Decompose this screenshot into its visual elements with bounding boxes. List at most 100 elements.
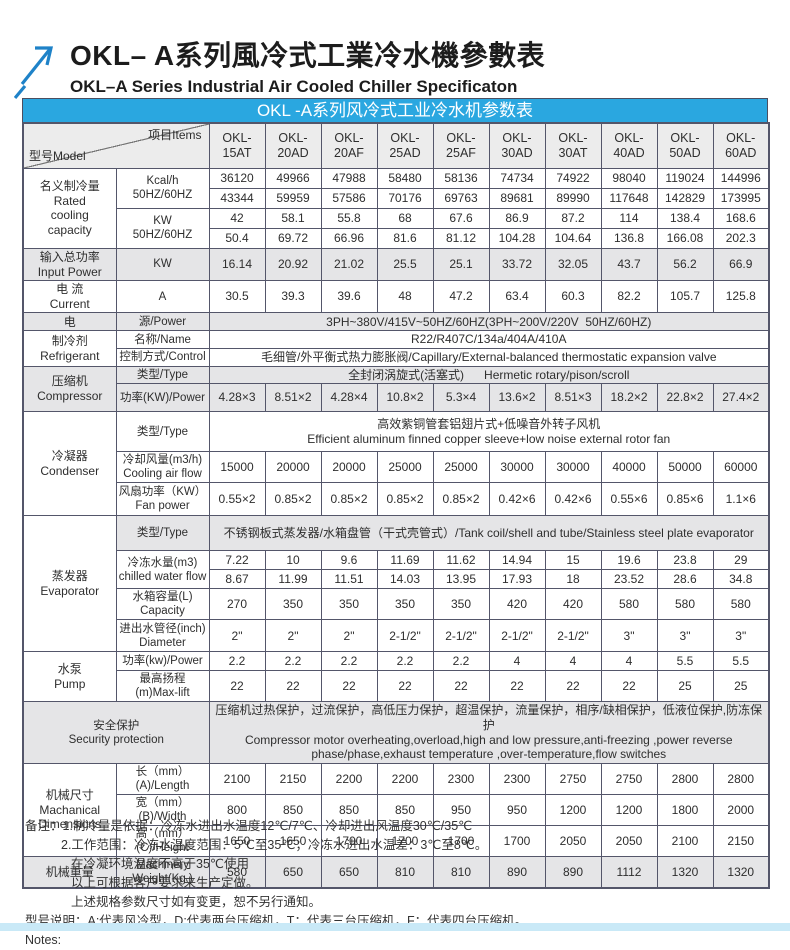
value-cell: 50000 (656, 451, 714, 484)
value-cell: 580 (712, 588, 770, 621)
value-cell: 2.2 (376, 651, 434, 672)
corner-cell: 型号Model 项目Items (22, 122, 210, 169)
value-cell: 47.2 (432, 280, 490, 314)
value-cell: 22 (320, 670, 378, 703)
value-cell: 1650 (264, 824, 322, 857)
value-cell: 3" (600, 619, 658, 653)
value-cell: 2150 (264, 762, 322, 795)
row-item-label: KW (115, 247, 210, 282)
value-cell: 22 (208, 670, 266, 703)
value-cell: 350 (264, 588, 322, 621)
table-row: 最高扬程(m)Max-lift 22 22 22 22 22 22 22 22 25 25 (23, 670, 770, 703)
merged-value-cell: 不锈钢板式蒸发器/水箱盘管（干式壳管式）/Tank coil/shell and… (208, 515, 770, 552)
table-row: 43344 59959 57586 70176 69763 89681 89990 11764… (23, 187, 770, 209)
value-cell: 60000 (712, 451, 770, 484)
row-group-label: 机械尺寸 Machanical Dimensions (22, 762, 117, 857)
row-item-label: 功率(kw)/Power (115, 651, 210, 672)
row-group-label: 水泵 Pump (22, 651, 117, 703)
table-row: 名义制冷量 Rated cooling capacity Kcal/h 50HZ/… (22, 167, 770, 249)
row-item-label: 类型/Type (115, 411, 210, 453)
value-cell: 202.3 (712, 227, 770, 249)
value-cell: 13.95 (432, 569, 490, 590)
value-cell: 2200 (376, 762, 434, 795)
merged-value-cell: R22/R407C/134a/404A/410A (208, 330, 770, 349)
value-cell: 810 (376, 855, 434, 889)
value-cell: 2" (320, 619, 378, 653)
value-cell: 138.4 (656, 207, 714, 229)
value-cell: 25000 (432, 451, 490, 484)
merged-value-cell: 高效紫铜管套铝翅片式+低噪音外转子风机 Efficient aluminum f… (208, 411, 770, 453)
value-cell: 4.28×4 (320, 383, 378, 413)
value-cell: 2-1/2" (376, 619, 434, 653)
value-cell: 20000 (264, 451, 322, 484)
value-cell: 2750 (600, 762, 658, 795)
row-group-label: 输入总功率 Input Power (22, 247, 117, 282)
value-cell: 0.85×2 (432, 482, 490, 517)
table-row: 电源/Power 3PH~380V/415V~50HZ/60HZ(3PH~200V… (22, 312, 770, 332)
row-item-label: 风扇功率（KW） Fan power (115, 482, 210, 517)
note-line: 以上可根据客户要求来生产定做。 (71, 876, 259, 890)
value-cell: 81.6 (376, 227, 434, 249)
value-cell: 14.03 (376, 569, 434, 590)
row-item-label: 冷冻水量(m3) chilled water flow (115, 550, 210, 590)
value-cell: 98040 (600, 167, 658, 189)
value-cell: 650 (320, 855, 378, 889)
value-cell: 49966 (264, 167, 322, 189)
model-column-header: OKL- 30AT (544, 122, 602, 169)
model-column-header: OKL- 40AD (600, 122, 658, 169)
value-cell: 27.4×2 (712, 383, 770, 413)
notes-section: 备注：1.制冷量是依据：冷冻水进出水温度12℃/7℃、冷却进出风温度30℃/35… (25, 817, 527, 950)
model-column-header: OKL- 50AD (656, 122, 714, 169)
row-item-label: KW 50HZ/60HZ (115, 207, 210, 249)
value-cell: 7.22 (208, 550, 266, 571)
value-cell: 0.85×2 (320, 482, 378, 517)
value-cell: 69763 (432, 187, 490, 209)
value-cell: 13.6×2 (488, 383, 546, 413)
value-cell: 890 (544, 855, 602, 889)
value-cell: 5.5 (712, 651, 770, 672)
value-cell: 2800 (712, 762, 770, 795)
value-cell: 70176 (376, 187, 434, 209)
value-cell: 1320 (712, 855, 770, 889)
value-cell: 30000 (544, 451, 602, 484)
value-cell: 17.93 (488, 569, 546, 590)
value-cell: 2000 (712, 793, 770, 826)
value-cell: 2300 (432, 762, 490, 795)
value-cell: 22 (544, 670, 602, 703)
value-cell: 66.9 (712, 247, 770, 282)
value-cell: 4 (600, 651, 658, 672)
table-row: 输入总功率 Input Power KW 16.14 20.92 21.02 25.5 25… (22, 247, 770, 282)
value-cell: 20.92 (264, 247, 322, 282)
value-cell: 1800 (656, 793, 714, 826)
value-cell: 2-1/2" (432, 619, 490, 653)
value-cell: 173995 (712, 187, 770, 209)
value-cell: 950 (432, 793, 490, 826)
value-cell: 57586 (320, 187, 378, 209)
value-cell: 350 (432, 588, 490, 621)
value-cell: 20000 (320, 451, 378, 484)
value-cell: 2100 (656, 824, 714, 857)
row-item-label: 类型/Type (115, 515, 210, 552)
value-cell: 166.08 (656, 227, 714, 249)
value-cell: 25.1 (432, 247, 490, 282)
value-cell: 25 (712, 670, 770, 703)
value-cell: 2.2 (264, 651, 322, 672)
value-cell: 350 (320, 588, 378, 621)
row-item-label: 水箱容量(L) Capacity (115, 588, 210, 621)
value-cell: 8.51×2 (264, 383, 322, 413)
value-cell: 22 (488, 670, 546, 703)
value-cell: 1700 (432, 824, 490, 857)
value-cell: 117648 (600, 187, 658, 209)
value-cell: 18.2×2 (600, 383, 658, 413)
row-group-label: 电 (22, 312, 117, 332)
model-column-header: OKL- 20AF (320, 122, 378, 169)
value-cell: 850 (320, 793, 378, 826)
value-cell: 58136 (432, 167, 490, 189)
value-cell: 1200 (544, 793, 602, 826)
value-cell: 580 (600, 588, 658, 621)
table-row: 控制方式/Control 毛细管/外平衡式热力膨胀阀/Capillary/Exte… (23, 348, 770, 367)
model-header-row: 型号Model 项目Items OKL- 15AT OKL- 20AD OKL- 2… (22, 122, 770, 169)
value-cell: 350 (376, 588, 434, 621)
row-item-label: 名称/Name (115, 330, 210, 349)
value-cell: 2.2 (432, 651, 490, 672)
